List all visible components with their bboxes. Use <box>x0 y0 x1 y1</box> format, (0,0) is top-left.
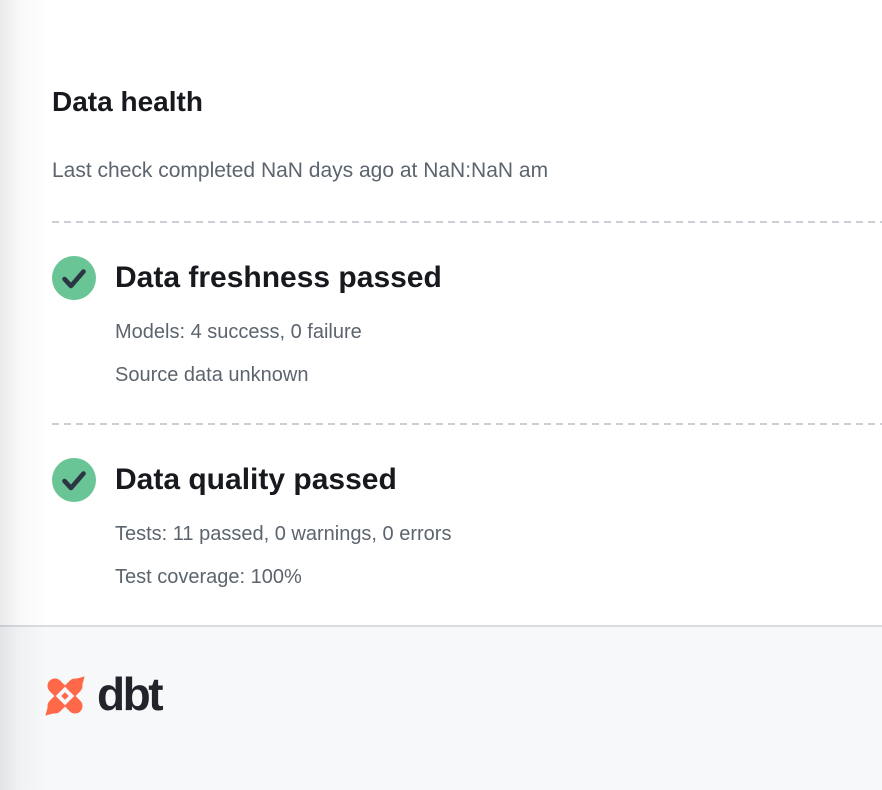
dashed-divider <box>52 423 882 425</box>
models-summary-text: Models: 4 success, 0 failure <box>115 321 362 343</box>
tests-summary-text: Tests: 11 passed, 0 warnings, 0 errors <box>115 523 452 545</box>
check-circle-icon <box>52 458 96 502</box>
page-title: Data health <box>52 86 203 117</box>
dbt-supernova-icon <box>42 673 88 719</box>
check-title: Data freshness passed <box>115 261 442 294</box>
last-check-status-text: Last check completed NaN days ago at NaN… <box>52 159 549 182</box>
check-circle-icon <box>52 256 96 300</box>
data-health-content: Data health Last check completed NaN day… <box>52 86 882 591</box>
footer: dbt <box>0 625 882 790</box>
test-coverage-text: Test coverage: 100% <box>115 566 302 588</box>
dbt-wordmark: dbt <box>97 668 164 720</box>
data-freshness-section: Data freshness passed Models: 4 success,… <box>52 223 882 423</box>
data-quality-section: Data quality passed Tests: 11 passed, 0 … <box>52 425 882 591</box>
source-data-text: Source data unknown <box>115 364 309 386</box>
check-header: Data freshness passed <box>52 256 882 300</box>
dashed-divider <box>52 221 882 223</box>
check-details: Models: 4 success, 0 failure Source data… <box>52 318 882 389</box>
check-header: Data quality passed <box>52 458 882 502</box>
dbt-logo[interactable]: dbt <box>42 668 164 721</box>
check-title: Data quality passed <box>115 463 397 496</box>
check-details: Tests: 11 passed, 0 warnings, 0 errors T… <box>52 520 882 591</box>
